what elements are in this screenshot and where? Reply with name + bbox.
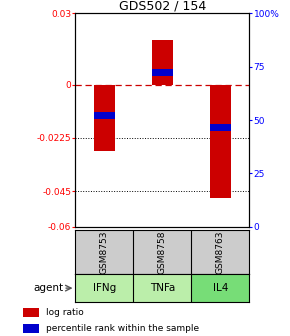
- Bar: [152, 40, 173, 85]
- Bar: [152, 69, 173, 76]
- Bar: [210, 124, 231, 131]
- Text: percentile rank within the sample: percentile rank within the sample: [46, 324, 200, 333]
- Bar: [23, 308, 39, 317]
- Title: GDS502 / 154: GDS502 / 154: [119, 0, 206, 12]
- Text: IFNg: IFNg: [93, 283, 116, 293]
- Text: GSM8763: GSM8763: [216, 230, 225, 274]
- Text: GSM8753: GSM8753: [100, 230, 109, 274]
- Bar: [94, 85, 115, 151]
- Bar: [133, 274, 191, 302]
- Text: IL4: IL4: [213, 283, 228, 293]
- Bar: [210, 85, 231, 198]
- Bar: [191, 274, 249, 302]
- Text: TNFa: TNFa: [150, 283, 175, 293]
- Bar: [75, 274, 133, 302]
- Bar: [94, 112, 115, 119]
- Bar: [23, 324, 39, 333]
- Text: GSM8758: GSM8758: [158, 230, 167, 274]
- Text: log ratio: log ratio: [46, 308, 84, 317]
- Text: agent: agent: [34, 283, 64, 293]
